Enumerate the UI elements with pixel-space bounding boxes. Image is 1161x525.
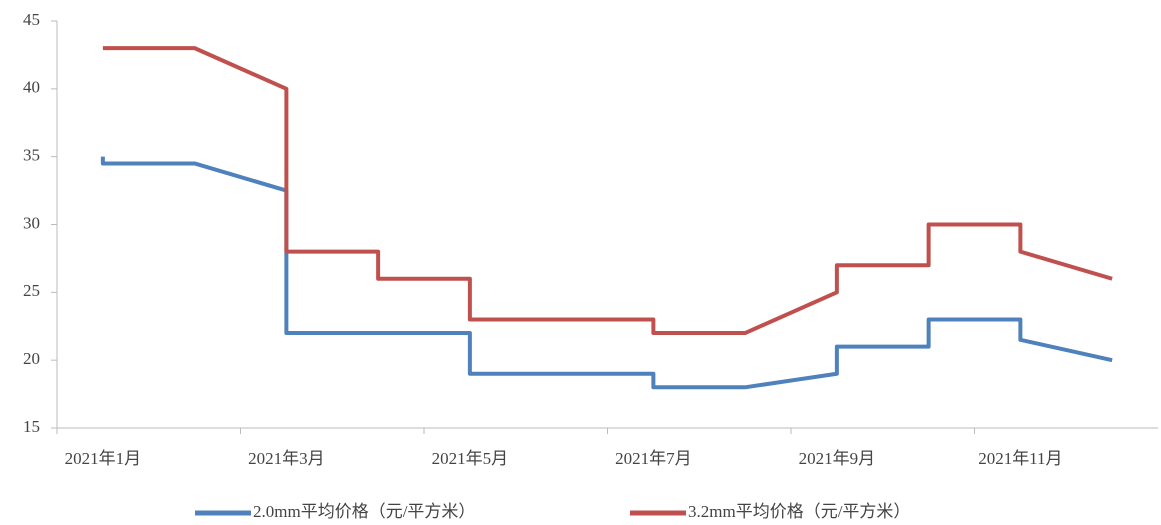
x-tick-label: 2021年1月 (65, 449, 142, 468)
series-line (100, 156, 1113, 390)
x-tick-label: 2021年7月 (615, 449, 692, 468)
y-tick-label: 45 (23, 10, 40, 29)
y-tick-label: 30 (23, 213, 40, 232)
y-tick-label: 35 (23, 146, 40, 165)
legend-label: 2.0mm平均价格（元/平方米） (253, 502, 475, 521)
x-tick-label: 2021年9月 (799, 449, 876, 468)
y-tick-label: 25 (23, 281, 40, 300)
x-tick-label: 2021年3月 (248, 449, 325, 468)
y-tick-label: 15 (23, 417, 40, 436)
x-tick-label: 2021年5月 (432, 449, 509, 468)
y-tick-label: 20 (23, 349, 40, 368)
legend-label: 3.2mm平均价格（元/平方米） (688, 502, 910, 521)
series-line (102, 46, 1113, 336)
y-tick-label: 40 (23, 78, 40, 97)
x-tick-label: 2021年11月 (978, 449, 1062, 468)
